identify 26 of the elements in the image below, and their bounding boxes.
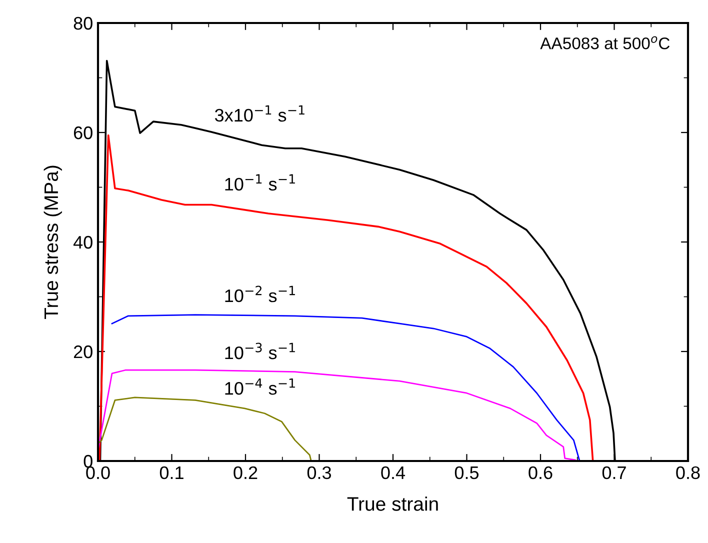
y-axis-title: True stress (MPa) <box>44 166 62 319</box>
annotation: AA5083 at 500$^{o}$C <box>540 36 670 50</box>
line-series <box>98 134 594 461</box>
x-tick-label: 0.8 <box>676 466 700 480</box>
y-tick-label: 60 <box>74 126 92 140</box>
series-label: 10$^{−2}$ s$^{−1}$ <box>225 286 295 302</box>
x-tick-label: 0.7 <box>602 466 626 480</box>
x-tick-label: 0.2 <box>234 466 258 480</box>
x-axis-title: True strain <box>347 496 438 511</box>
series-label: 10$^{−3}$ s$^{−1}$ <box>225 342 295 360</box>
x-tick-label: 0.5 <box>454 466 479 480</box>
line-series <box>98 369 576 461</box>
x-tick-label: 0.6 <box>528 466 552 480</box>
x-tick-label: 0.3 <box>307 466 332 480</box>
series-label: 10$^{−1}$ s$^{−1}$ <box>225 174 295 191</box>
line-series <box>111 314 580 461</box>
x-tick-label: 0.4 <box>381 466 406 480</box>
y-tick-label: 40 <box>73 236 92 249</box>
line-series <box>98 396 312 461</box>
series-label: 10$^{−4}$ s$^{−1}$ <box>225 378 295 395</box>
y-tick-label: 20 <box>74 345 92 358</box>
y-tick-label: 80 <box>74 16 92 30</box>
y-tick-label: 0 <box>84 454 92 468</box>
series-label: 3x10$^{−1}$ s$^{−1}$ <box>214 105 304 122</box>
x-tick-label: 0.1 <box>160 466 184 480</box>
x-tick-label: 0.0 <box>86 466 110 480</box>
